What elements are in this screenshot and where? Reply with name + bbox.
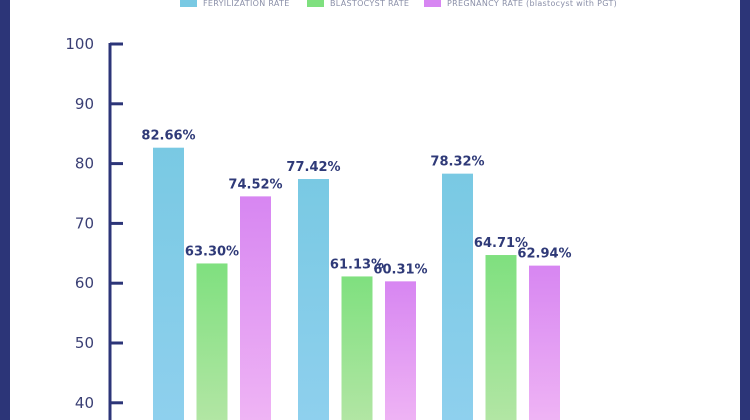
bar-value-label: 82.66% — [141, 129, 195, 144]
bar — [153, 147, 184, 420]
y-tick-label: 100 — [65, 35, 94, 53]
bar-value-label: 77.42% — [286, 160, 340, 175]
legend-label: PREGNANCY RATE (blastocyst with PGT) — [447, 0, 617, 8]
legend: FERYILIZATION RATE BLASTOCYST RATE PREGNAN… — [180, 0, 617, 8]
bar-value-label: 74.52% — [228, 177, 282, 192]
data-labels: 82.66% 63.30% 74.52% 77.42% 61.13%60.31% 78.3… — [141, 129, 571, 278]
y-tick-label: 60 — [75, 274, 94, 292]
y-tick-label: 80 — [75, 155, 94, 173]
y-tick-label: 90 — [75, 95, 94, 113]
y-tick-label: 50 — [75, 334, 94, 352]
bar-value-label: 62.94% — [517, 247, 571, 262]
bar-value-label: 60.31% — [373, 262, 427, 277]
legend-label: FERYILIZATION RATE — [203, 0, 290, 8]
y-tick-label: 40 — [75, 394, 94, 412]
bar — [442, 173, 473, 420]
bars — [153, 147, 560, 420]
bar-value-label: 78.32% — [430, 155, 484, 170]
bar — [485, 255, 517, 420]
bar-value-label: 61.13% — [330, 257, 384, 272]
bar-value-label: 63.30% — [185, 244, 239, 259]
frame-left-border — [0, 0, 10, 420]
bar — [240, 196, 271, 420]
legend-swatch — [307, 0, 324, 7]
y-tick-label: 70 — [75, 214, 94, 232]
bar-value-label: 64.71% — [474, 236, 528, 251]
bar — [298, 179, 329, 420]
y-axis: 100 90 80 70 60 50 40 — [65, 35, 123, 420]
bar — [341, 276, 373, 420]
bar — [385, 281, 416, 420]
bar — [529, 265, 560, 420]
bar — [196, 263, 228, 420]
legend-swatch — [180, 0, 197, 7]
frame-right-border — [740, 0, 750, 420]
legend-label: BLASTOCYST RATE — [330, 0, 409, 8]
legend-swatch — [424, 0, 441, 7]
